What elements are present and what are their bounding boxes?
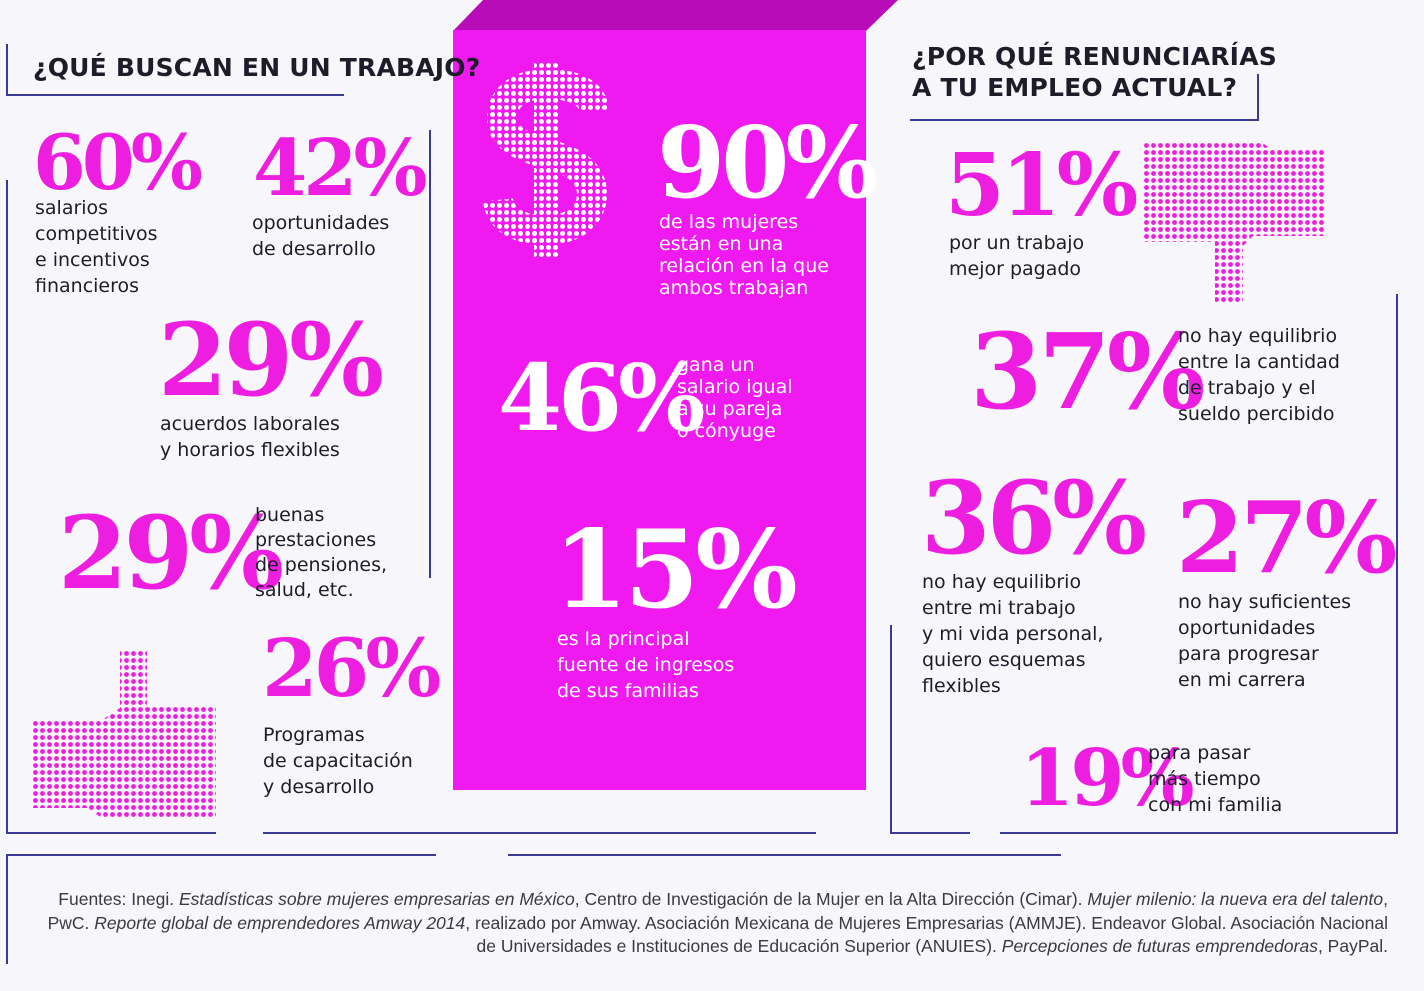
heading-underline-left [6, 94, 344, 96]
stat-percent: 27% [1176, 481, 1397, 596]
stat-percent: 26% [262, 621, 441, 715]
stat-percent: 36% [921, 459, 1147, 577]
frame-bottom-right-2 [1000, 832, 1398, 834]
column-top-bevel [453, 0, 898, 31]
left-heading: ¿QUÉ BUSCAN EN UN TRABAJO? [33, 53, 481, 82]
stat-percent: 37% [970, 310, 1206, 433]
footer-rule-frame [6, 854, 8, 964]
footer-text: , Centro de Investigación de la Mujer en… [574, 889, 1088, 909]
frame-bottom-left-2 [263, 832, 816, 834]
stat-label: por un trabajo mejor pagado [949, 232, 1085, 280]
footer-title: Percepciones de futuras emprendedoras [1001, 936, 1318, 956]
footer-title: Reporte global de emprendedores Amway 20… [94, 912, 466, 933]
stat-label: Programas de capacitación y desarrollo [263, 724, 413, 798]
frame-bottom-right-1 [890, 832, 970, 834]
stat-percent: 42% [253, 123, 428, 214]
stat-label: para pasar más tiempo con mi familia [1148, 742, 1283, 816]
stat-label: buenas prestaciones de pensiones, salud,… [255, 504, 388, 601]
thumbs-down-icon [1143, 142, 1325, 304]
frame-line-left [6, 180, 8, 834]
stat-label: acuerdos laborales y horarios flexibles [160, 413, 340, 461]
dollar-sign-icon [483, 62, 609, 257]
thumbs-up-icon [32, 650, 216, 818]
heading-underline-right [910, 119, 1259, 121]
stat-percent: 46% [498, 344, 705, 452]
stat-label: es la principal fuente de ingresos de su… [557, 628, 735, 702]
heading-rule-right [1257, 74, 1259, 121]
frame-bottom-left-1 [6, 832, 216, 834]
footer-title: Estadísticas sobre mujeres empresarias e… [178, 889, 575, 909]
footer-text: , realizado por Amway. Asociación Mexica… [465, 912, 1388, 957]
stat-percent: 19% [1020, 733, 1195, 824]
footer-text: Fuentes: Inegi. [58, 889, 179, 909]
stat-percent: 60% [33, 118, 203, 207]
stat-label: no hay equilibrio entre mi trabajo y mi … [922, 571, 1104, 697]
stat-percent: 29% [58, 494, 284, 612]
stat-label: gana un salario igual a su pareja o cóny… [677, 354, 793, 442]
heading-rule-left [6, 44, 8, 96]
frame-line-mid-right [890, 625, 892, 834]
footer-text: , PwC. [47, 889, 1388, 933]
frame-line-mid-left [429, 130, 431, 578]
footer-rule-mid [508, 854, 1061, 856]
stat-percent: 15% [553, 507, 798, 633]
stat-label: oportunidades de desarrollo [252, 212, 390, 260]
sources-footer: Fuentes: Inegi. Estadísticas sobre mujer… [30, 888, 1388, 959]
stat-label: de las mujeres están en una relación en … [659, 211, 829, 299]
footer-rule-left [6, 854, 436, 856]
stat-percent: 29% [158, 301, 384, 419]
footer-text: , PayPal. [1317, 936, 1388, 956]
stat-label: salarios competitivos e incentivos finan… [35, 197, 158, 297]
frame-line-right [1396, 294, 1398, 834]
right-heading: ¿POR QUÉ RENUNCIARÍAS A TU EMPLEO ACTUAL… [912, 42, 1277, 102]
stat-label: no hay suficientes oportunidades para pr… [1178, 591, 1352, 691]
stat-percent: 51% [945, 135, 1138, 236]
stat-percent: 90% [657, 106, 878, 221]
stat-label: no hay equilibrio entre la cantidad de t… [1178, 325, 1340, 425]
footer-title: Mujer milenio: la nueva era del talento [1087, 889, 1384, 909]
